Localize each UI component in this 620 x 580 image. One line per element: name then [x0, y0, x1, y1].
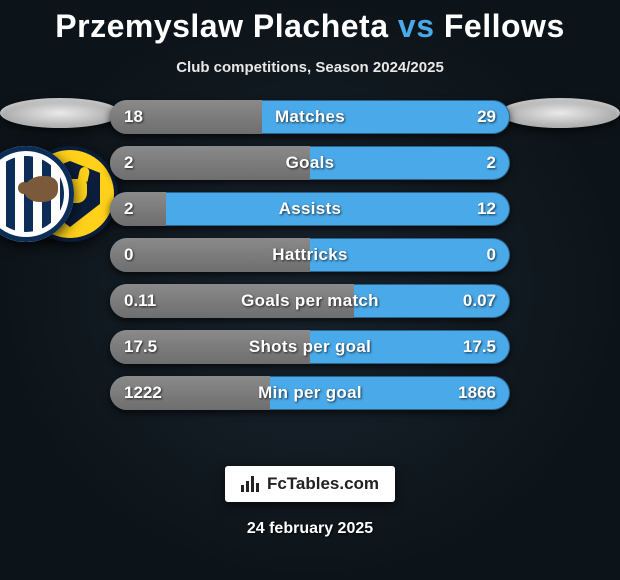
player1-name: Przemyslaw Placheta: [55, 8, 388, 44]
header: Przemyslaw Placheta vs Fellows Club comp…: [0, 0, 620, 76]
right-platform: [500, 98, 620, 128]
stat-bars: 18Matches292Goals22Assists120Hattricks00…: [110, 100, 510, 422]
brand-chart-icon: [241, 476, 261, 492]
stat-label: Assists: [110, 192, 510, 226]
stat-label: Matches: [110, 100, 510, 134]
vs-text: vs: [398, 8, 435, 44]
stat-row: 0Hattricks0: [110, 238, 510, 272]
stat-value-right: 1866: [458, 376, 496, 410]
stat-row: 2Assists12: [110, 192, 510, 226]
stat-row: 17.5Shots per goal17.5: [110, 330, 510, 364]
stat-label: Goals: [110, 146, 510, 180]
brand-badge[interactable]: FcTables.com: [225, 466, 395, 502]
subtitle: Club competitions, Season 2024/2025: [0, 59, 620, 76]
stat-value-right: 29: [477, 100, 496, 134]
stat-row: 2Goals2: [110, 146, 510, 180]
stat-label: Goals per match: [110, 284, 510, 318]
stat-value-right: 2: [487, 146, 496, 180]
stat-row: 0.11Goals per match0.07: [110, 284, 510, 318]
page-title: Przemyslaw Placheta vs Fellows: [0, 8, 620, 45]
stat-label: Min per goal: [110, 376, 510, 410]
left-platform: [0, 98, 120, 128]
stat-value-right: 0.07: [463, 284, 496, 318]
stat-label: Hattricks: [110, 238, 510, 272]
footer: FcTables.com 24 february 2025: [0, 466, 620, 538]
stat-row: 18Matches29: [110, 100, 510, 134]
stat-row: 1222Min per goal1866: [110, 376, 510, 410]
date-text: 24 february 2025: [0, 520, 620, 538]
stat-value-right: 0: [487, 238, 496, 272]
stat-label: Shots per goal: [110, 330, 510, 364]
stat-value-right: 17.5: [463, 330, 496, 364]
player2-name: Fellows: [444, 8, 565, 44]
brand-text: FcTables.com: [267, 474, 379, 494]
comparison-arena: 18Matches292Goals22Assists120Hattricks00…: [0, 98, 620, 194]
stat-value-right: 12: [477, 192, 496, 226]
